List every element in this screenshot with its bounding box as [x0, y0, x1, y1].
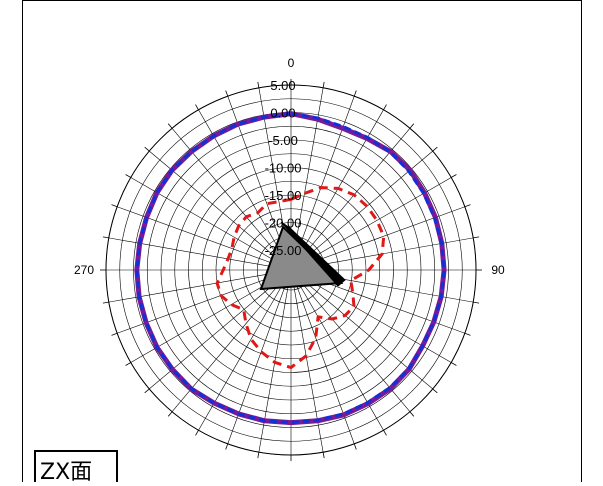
radial-tick-label: 5.00 [270, 78, 295, 93]
outer-tick [383, 104, 387, 110]
radial-tick-label: -10.00 [265, 161, 302, 176]
outer-tick [409, 123, 415, 129]
outer-tick [167, 123, 173, 129]
outer-tick [111, 204, 118, 208]
outer-tick [111, 332, 118, 336]
grid-spoke [301, 177, 452, 265]
outer-tick [473, 301, 480, 304]
device-body [259, 225, 344, 291]
grid-spoke [258, 281, 290, 453]
device-edge [280, 221, 346, 287]
outer-tick [195, 104, 199, 110]
grid-spoke [227, 281, 288, 444]
axis-labels: 5.00 0.00 -5.00 -10.00 -15.00 -20.00 -25.00 0 90… [74, 56, 505, 277]
radial-tick-label: 0.00 [270, 106, 295, 121]
outer-tick [322, 452, 325, 459]
outer-tick [125, 174, 131, 178]
grid-spoke [294, 96, 355, 259]
outer-tick [353, 90, 357, 97]
grid-spoke [108, 237, 280, 269]
series-line-2 [135, 112, 446, 425]
grid-spoke [302, 237, 474, 269]
outer-tick [322, 81, 325, 88]
device-marker [259, 221, 346, 291]
plane-label: ZX面 [40, 460, 93, 485]
grid-spoke [130, 275, 281, 363]
outer-tick [144, 146, 150, 152]
outer-tick [451, 362, 457, 366]
plane-label-box: ZX面 [34, 450, 118, 485]
radial-tick-label: -20.00 [265, 216, 302, 231]
outer-tick [102, 236, 109, 239]
outer-tick [432, 388, 438, 394]
grid-spoke [130, 177, 281, 265]
outer-tick [451, 174, 457, 178]
grid-spoke [301, 275, 452, 363]
outer-tick [102, 301, 109, 304]
angle-label-90: 90 [491, 263, 505, 277]
radial-tick-label: -5.00 [268, 133, 298, 148]
grid-spoke [292, 87, 324, 259]
grid-spoke [171, 278, 284, 412]
outer-tick [144, 388, 150, 394]
outer-tick [257, 81, 260, 88]
outer-tick [409, 411, 415, 417]
grid-spoke [299, 277, 433, 390]
outer-tick [225, 443, 229, 450]
outer-tick [464, 332, 471, 336]
grid-spoke [292, 281, 324, 453]
outer-tick [257, 452, 260, 459]
grid-spoke [296, 109, 384, 260]
radial-tick-label: -15.00 [265, 188, 302, 203]
series-layer [134, 111, 447, 426]
outer-tick [383, 430, 387, 436]
series-line-3 [215, 186, 386, 370]
outer-tick [167, 411, 173, 417]
outer-tick [353, 443, 357, 450]
outer-tick [225, 90, 229, 97]
angle-label-270: 270 [74, 263, 94, 277]
outer-tick [473, 236, 480, 239]
outer-tick [432, 146, 438, 152]
radial-tick-label: -25.00 [265, 243, 302, 258]
grid-spoke [198, 280, 286, 431]
outer-tick [464, 204, 471, 208]
grid-spoke [296, 280, 384, 431]
outer-tick [125, 362, 131, 366]
grid-spoke [149, 277, 283, 390]
angle-label-0: 0 [288, 56, 295, 70]
outer-tick [195, 430, 199, 436]
